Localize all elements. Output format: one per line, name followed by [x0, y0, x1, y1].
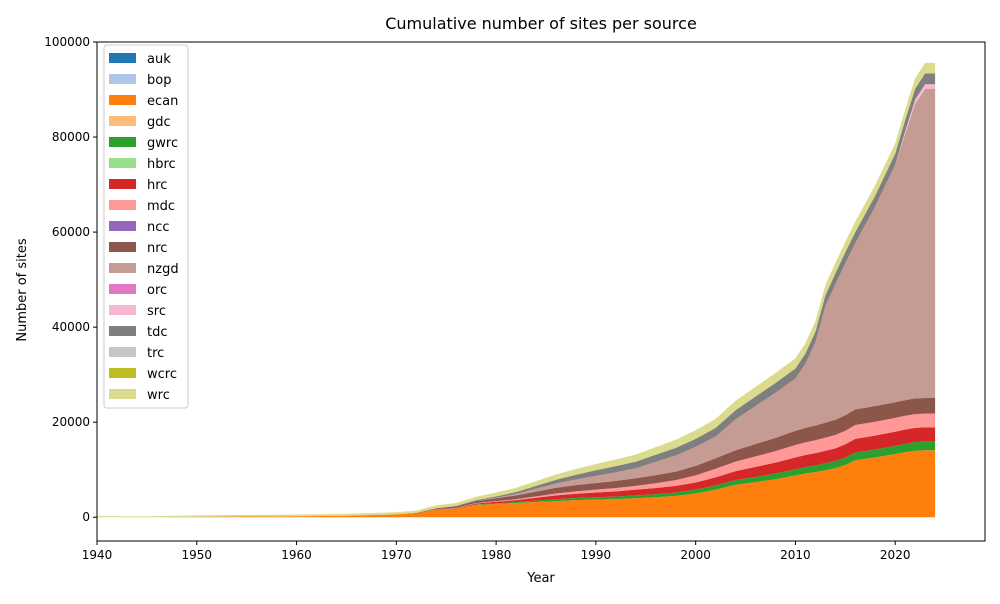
legend-label-bop: bop — [147, 73, 171, 88]
legend-label-gwrc: gwrc — [147, 136, 178, 151]
legend-label-gdc: gdc — [147, 115, 171, 130]
legend-label-wcrc: wcrc — [147, 367, 177, 382]
legend-label-orc: orc — [147, 283, 167, 298]
legend-label-wrc: wrc — [147, 388, 170, 403]
legend-label-mdc: mdc — [147, 199, 175, 214]
legend-label-hbrc: hbrc — [147, 157, 176, 172]
y-tick-label: 0 — [82, 510, 90, 524]
y-tick-label: 40000 — [52, 320, 90, 334]
legend-swatch-nzgd — [109, 263, 136, 273]
y-tick-label: 100000 — [44, 35, 90, 49]
x-tick-label: 2010 — [780, 548, 811, 562]
legend-swatch-bop — [109, 74, 136, 84]
legend-swatch-src — [109, 305, 136, 315]
x-tick-label: 1950 — [182, 548, 213, 562]
y-axis-ticks: 0 20000 40000 60000 80000 100000 — [44, 35, 97, 524]
legend-swatch-mdc — [109, 200, 136, 210]
legend-swatch-wrc — [109, 389, 136, 399]
legend-label-tdc: tdc — [147, 325, 168, 340]
legend-swatch-gdc — [109, 116, 136, 126]
x-axis-label: Year — [526, 571, 555, 586]
legend-label-ecan: ecan — [147, 94, 178, 109]
legend-swatch-trc — [109, 347, 136, 357]
chart-title: Cumulative number of sites per source — [385, 14, 697, 33]
legend-label-trc: trc — [147, 346, 164, 361]
legend-frame — [103, 44, 189, 409]
x-tick-label: 2000 — [680, 548, 711, 562]
legend-label-auk: auk — [147, 52, 171, 67]
legend-label-nzgd: nzgd — [147, 262, 179, 277]
plot-frame — [96, 41, 986, 542]
legend-label-hrc: hrc — [147, 178, 167, 193]
area-series-hrc — [97, 427, 936, 518]
area-series-gwrc — [97, 441, 936, 518]
x-axis-ticks: 1940 1950 1960 1970 1980 1990 2000 2010 2020 — [82, 541, 911, 562]
legend-swatch-orc — [109, 284, 136, 294]
y-tick-label: 60000 — [52, 225, 90, 239]
legend-swatch-nrc — [109, 242, 136, 252]
x-tick-label: 1960 — [281, 548, 312, 562]
x-tick-label: 1990 — [581, 548, 612, 562]
x-tick-label: 1940 — [82, 548, 113, 562]
legend-swatch-ecan — [109, 95, 136, 105]
y-tick-label: 20000 — [52, 415, 90, 429]
legend-label-src: src — [147, 304, 166, 319]
legend-swatch-gwrc — [109, 137, 136, 147]
x-tick-label: 2020 — [880, 548, 911, 562]
legend-label-nrc: nrc — [147, 241, 167, 256]
legend-swatch-wcrc — [109, 368, 136, 378]
y-tick-label: 80000 — [52, 130, 90, 144]
legend-swatch-auk — [109, 53, 136, 63]
x-tick-label: 1970 — [381, 548, 412, 562]
legend-label-ncc: ncc — [147, 220, 170, 235]
legend-swatch-hbrc — [109, 158, 136, 168]
area-series-group — [97, 62, 936, 518]
x-tick-label: 1980 — [481, 548, 512, 562]
legend-swatch-tdc — [109, 326, 136, 336]
legend-swatch-hrc — [109, 179, 136, 189]
area-series-ecan — [97, 450, 936, 518]
y-axis-label: Number of sites — [15, 238, 30, 341]
legend: auk bop ecan gdc gwrc hbrc hrc mdc ncc nrc nzgd orc… — [103, 44, 189, 409]
legend-swatch-ncc — [109, 221, 136, 231]
